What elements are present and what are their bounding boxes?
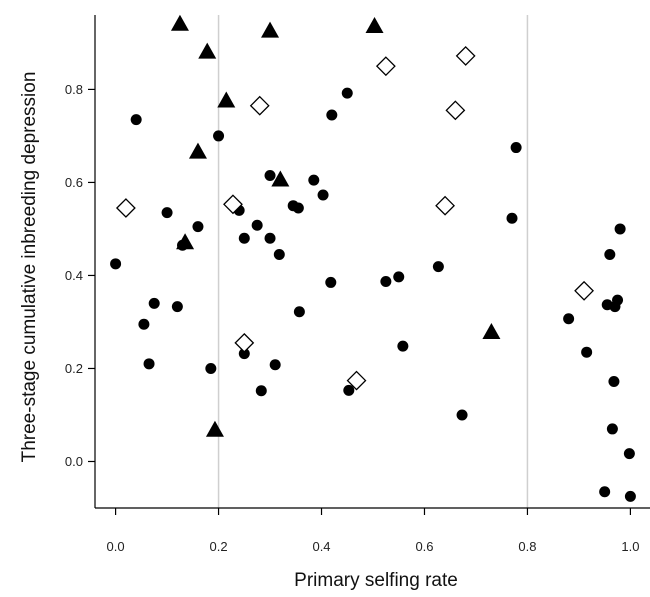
circle-point [343, 384, 355, 396]
diamond-point [375, 56, 396, 77]
axes [94, 15, 650, 509]
circle-point [110, 258, 122, 270]
circle-point [192, 221, 204, 233]
circle-point [581, 346, 593, 358]
circle-point [341, 87, 353, 99]
y-tick-label: 0.8 [65, 82, 83, 97]
circle-point [205, 362, 217, 374]
triangle-point [188, 142, 207, 159]
circle-point [251, 219, 263, 231]
diamond-point [249, 95, 270, 116]
diamond-point [234, 332, 255, 353]
circle-point [608, 375, 620, 387]
ticks: 0.0 0.2 0.4 0.6 0.8 1.0 0.0 0.2 0.4 0.6 0.8 [65, 82, 640, 554]
x-tick-label: 0.2 [210, 539, 228, 554]
x-axis-title: Primary selfing rate [294, 570, 458, 591]
diamond-point [445, 100, 466, 121]
circle-point [432, 261, 444, 273]
circle-point [293, 306, 305, 318]
circle-point [264, 169, 276, 181]
diamond-point [435, 195, 455, 216]
circle-point [506, 212, 518, 224]
circle-point [563, 313, 575, 325]
diamond-point [115, 198, 136, 218]
circle-point [614, 223, 626, 235]
x-tick-label: 1.0 [621, 539, 639, 554]
y-tick-label: 0.6 [65, 175, 83, 190]
circle-point [171, 301, 183, 313]
circle-point [624, 490, 636, 502]
circle-point [238, 232, 250, 244]
circle-point [273, 249, 285, 261]
triangle-point [198, 42, 217, 59]
x-tick-label: 0.0 [107, 539, 125, 554]
x-tick-label: 0.6 [415, 539, 433, 554]
circle-point [308, 174, 320, 186]
circle-point [599, 486, 611, 498]
data-points [110, 14, 636, 502]
circle-point [213, 130, 225, 142]
circle-point [510, 142, 522, 154]
diamond-point [223, 194, 243, 215]
circle-point [161, 207, 173, 219]
circle-point [380, 275, 392, 287]
diamond-point [455, 46, 476, 66]
y-tick-label: 0.2 [65, 361, 83, 376]
circle-point [269, 359, 281, 371]
circle-point [238, 348, 250, 360]
y-tick-label: 0.0 [65, 454, 83, 469]
reference-lines [217, 15, 529, 508]
circle-point [612, 294, 624, 306]
triangle-point [365, 17, 384, 34]
circle-point [138, 318, 150, 330]
circle-point [456, 409, 468, 421]
triangle-point [205, 420, 224, 437]
x-tick-label: 0.4 [312, 539, 330, 554]
circle-point [292, 202, 304, 214]
triangle-point [170, 14, 189, 31]
x-tick-label: 0.8 [518, 539, 536, 554]
circle-point [143, 358, 155, 370]
circle-point [606, 423, 618, 435]
circle-point [604, 249, 616, 261]
circle-point [397, 340, 409, 352]
triangle-point [176, 233, 195, 250]
y-tick-label: 0.4 [65, 268, 83, 283]
circle-point [325, 276, 337, 288]
circle-point [317, 189, 329, 201]
circle-point [623, 448, 635, 460]
circle-point [148, 297, 160, 309]
circle-point [393, 271, 405, 283]
triangle-point [271, 170, 290, 187]
circle-point [326, 109, 338, 121]
circle-point [130, 114, 142, 126]
y-axis-title: Three-stage cumulative inbreeding depres… [19, 72, 40, 463]
triangle-point [482, 323, 501, 340]
triangle-point [261, 21, 280, 38]
triangle-point [217, 91, 236, 108]
diamond-point [346, 370, 367, 391]
circle-point [255, 385, 267, 397]
circle-point [264, 232, 276, 244]
diamond-point [574, 280, 594, 301]
